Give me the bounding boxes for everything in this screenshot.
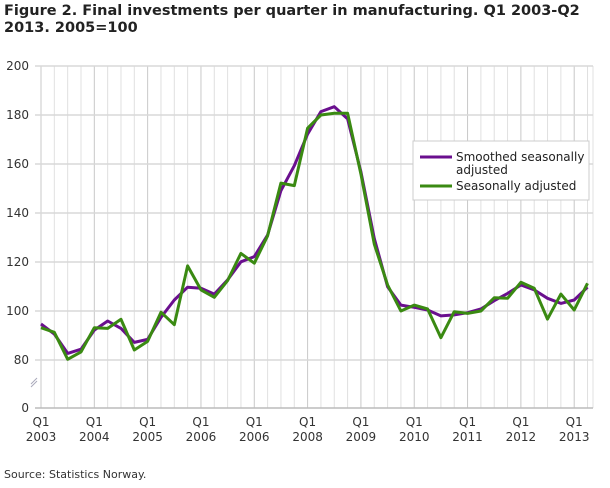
x-tick-label: 2003: [26, 430, 57, 444]
y-tick-label: 200: [6, 59, 29, 73]
x-tick-label: Q1: [86, 415, 103, 429]
series-line-seasonally-adjusted: [40, 111, 589, 361]
x-tick-label: Q1: [192, 415, 209, 429]
source-note: Source: Statistics Norway.: [4, 468, 147, 481]
chart-title: Figure 2. Final investments per quarter …: [4, 3, 580, 36]
x-tick-label: 2013: [559, 430, 590, 444]
x-tick-label: Q1: [32, 415, 49, 429]
x-tick-label: 2008: [292, 430, 323, 444]
x-tick-label: Q1: [406, 415, 423, 429]
x-tick-label: 2005: [132, 430, 163, 444]
axis-break-icon: [30, 377, 38, 388]
x-tick-label: Q1: [512, 415, 529, 429]
y-tick-label: 180: [6, 108, 29, 122]
y-tick-label: 140: [6, 206, 29, 220]
x-tick-label: 2010: [399, 430, 430, 444]
x-tick-label: 2009: [346, 430, 377, 444]
x-tick-label: 2004: [79, 430, 110, 444]
x-tick-label: 2011: [452, 430, 483, 444]
y-tick-label: 0: [21, 401, 29, 415]
legend-label-seasonally-adjusted: Seasonally adjusted: [456, 179, 576, 193]
x-tick-label: Q1: [299, 415, 316, 429]
x-tick-label: 2006: [239, 430, 270, 444]
legend: Smoothed seasonally adjusted Seasonally ad…: [412, 140, 590, 201]
legend-label-smoothed: Smoothed seasonally adjusted: [456, 150, 584, 177]
x-tick-label: Q1: [246, 415, 263, 429]
x-tick-label: Q1: [459, 415, 476, 429]
y-tick-label: 80: [14, 353, 29, 367]
y-tick-label: 120: [6, 255, 29, 269]
legend-box: [412, 140, 590, 201]
y-tick-label: 160: [6, 157, 29, 171]
x-tick-label: 2012: [506, 430, 537, 444]
x-tick-label: Q1: [139, 415, 156, 429]
x-tick-label: Q1: [566, 415, 583, 429]
x-tick-label: 2006: [186, 430, 217, 444]
x-tick-label: Q1: [352, 415, 369, 429]
y-tick-label: 100: [6, 304, 29, 318]
